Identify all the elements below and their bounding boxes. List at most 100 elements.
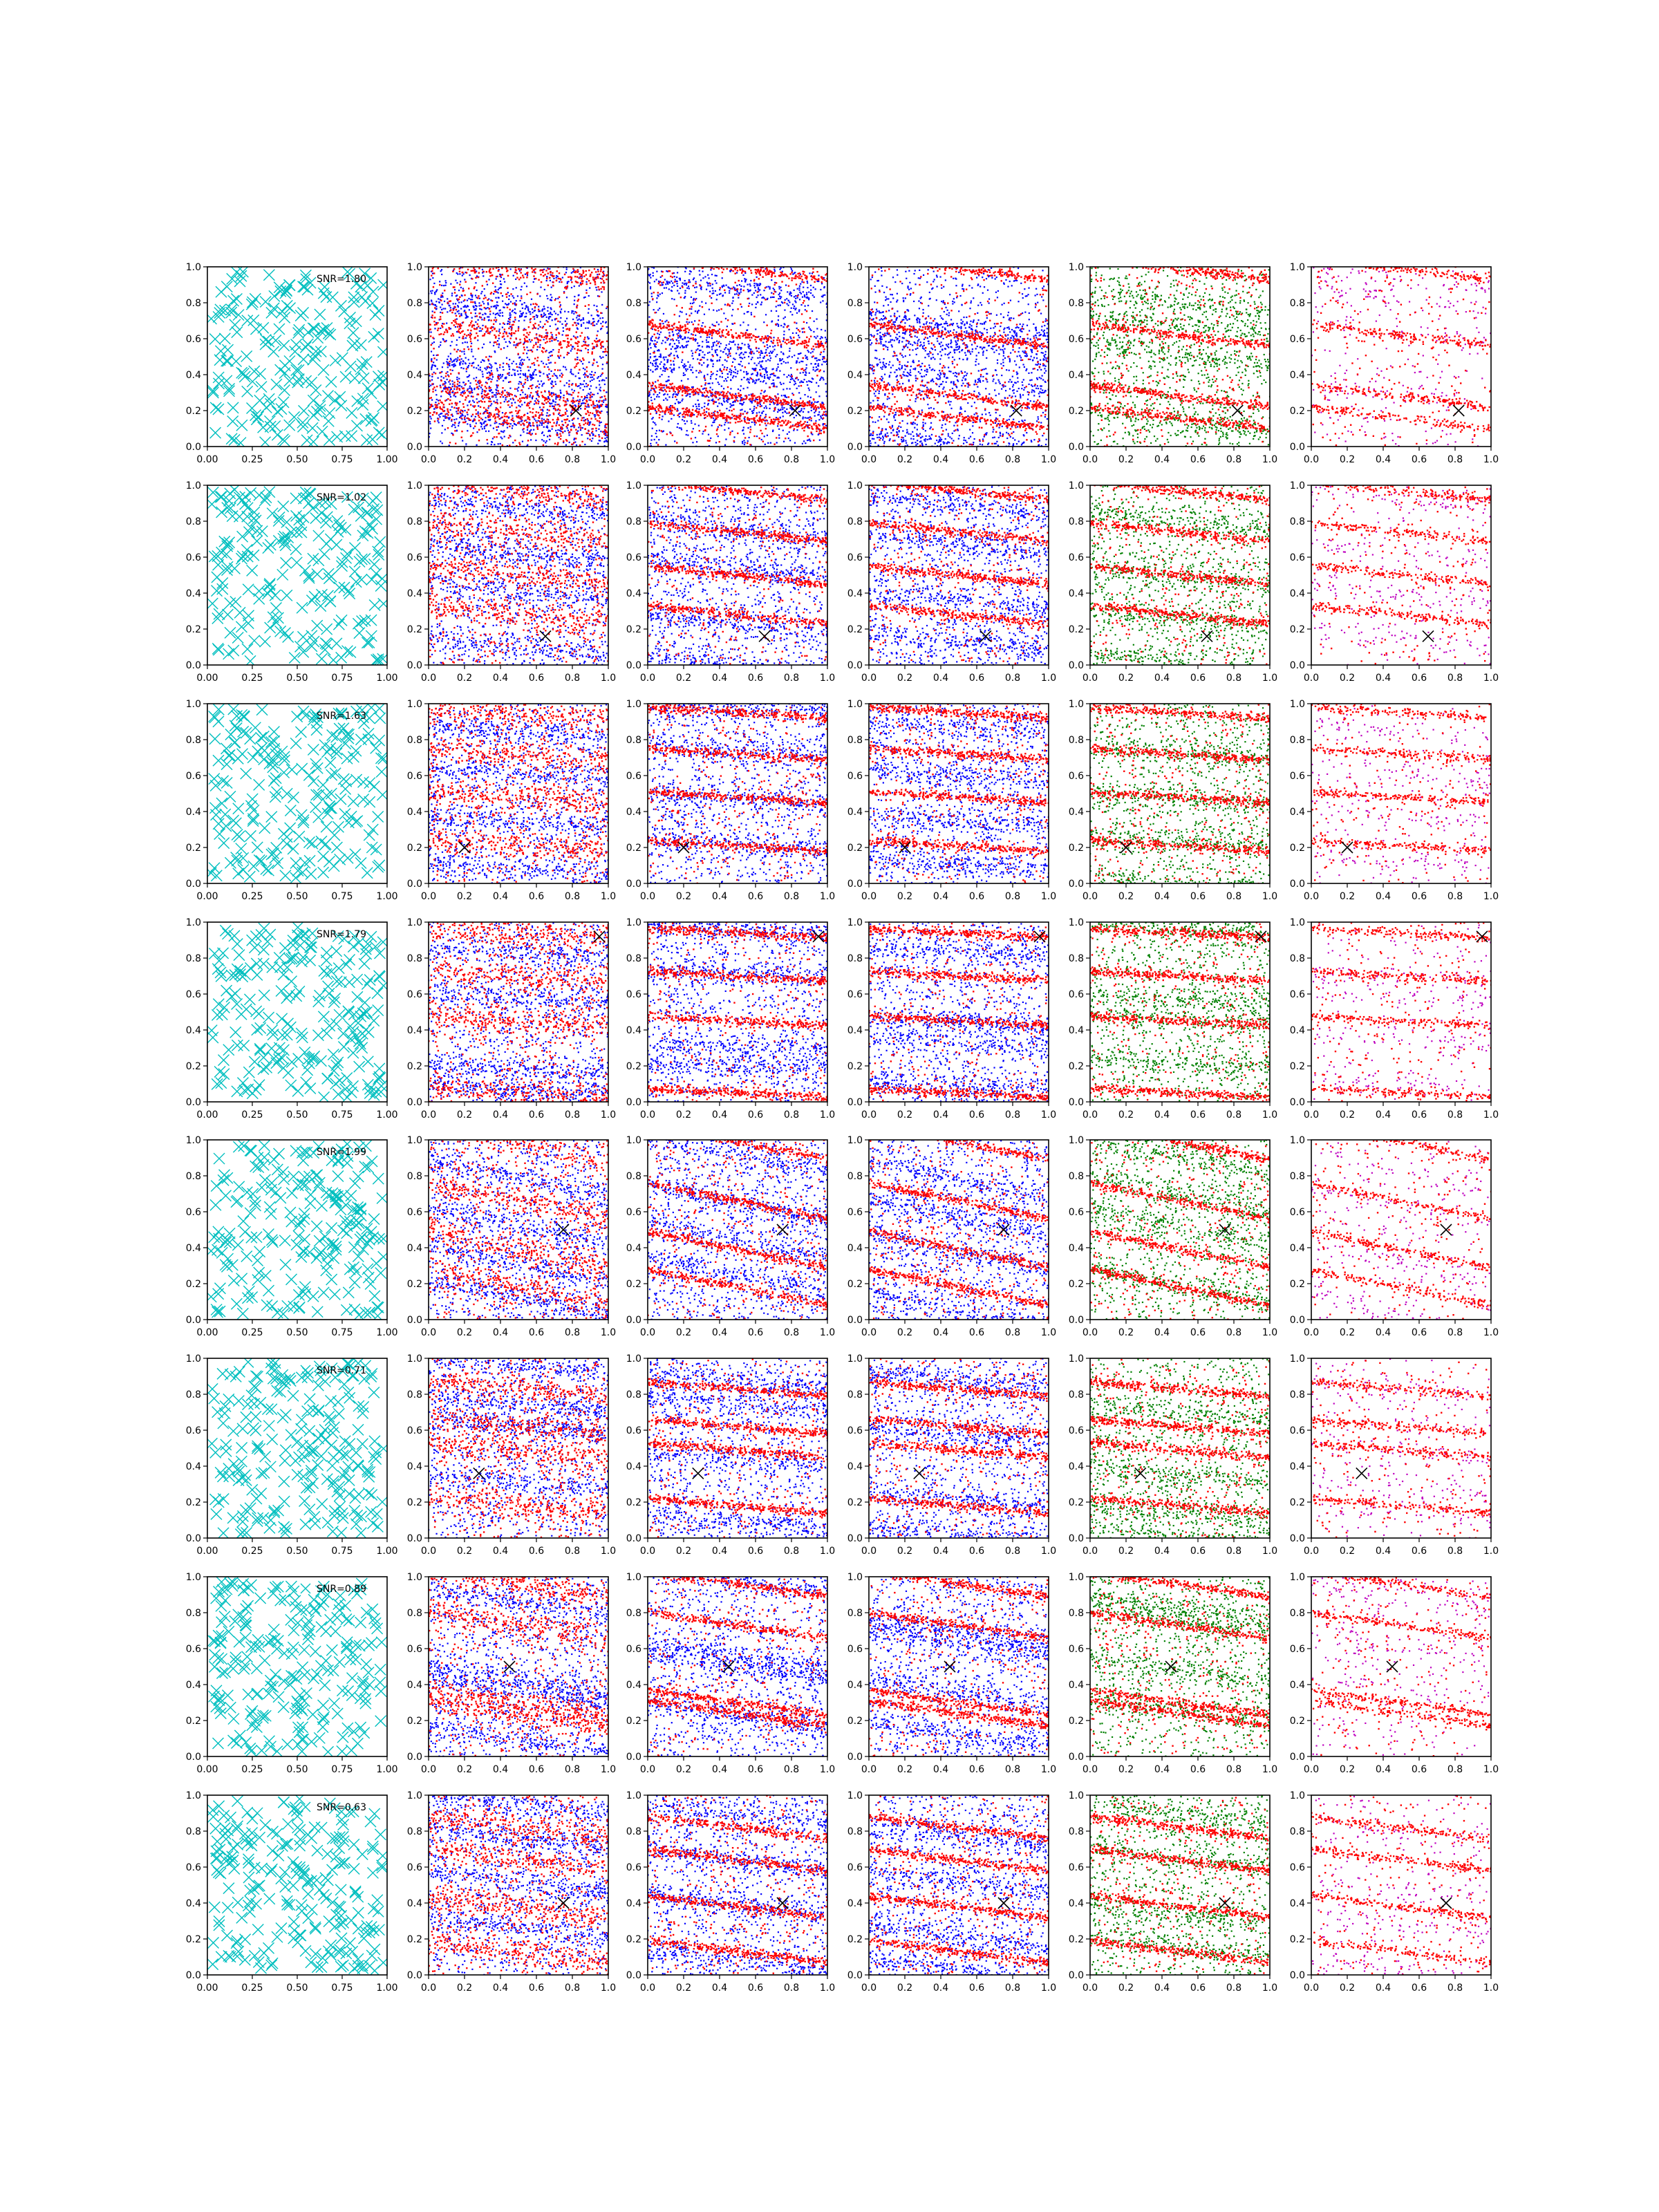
- data-point: [730, 348, 731, 350]
- data-point: [584, 337, 585, 338]
- data-point: [478, 319, 479, 321]
- data-point: [717, 371, 718, 372]
- data-point: [496, 330, 497, 332]
- data-point: [715, 378, 717, 379]
- data-point: [550, 422, 551, 423]
- data-point: [653, 272, 654, 274]
- data-point: [456, 411, 457, 412]
- data-point: [448, 411, 449, 413]
- data-point: [438, 268, 439, 269]
- data-point: [568, 393, 570, 395]
- data-point: [431, 317, 433, 318]
- data-point: [495, 321, 496, 322]
- data-point: [596, 338, 597, 339]
- data-point: [791, 378, 793, 379]
- data-point: [535, 342, 536, 344]
- data-point: [476, 402, 478, 403]
- data-point: [653, 360, 655, 362]
- data-point: [776, 442, 778, 443]
- data-point: [475, 294, 476, 296]
- data-point: [565, 409, 567, 410]
- data-point: [443, 362, 444, 364]
- data-point: [538, 309, 539, 310]
- data-point: [695, 292, 697, 293]
- data-point: [515, 410, 516, 411]
- data-point: [729, 393, 731, 394]
- data-point: [575, 400, 577, 402]
- data-point: [447, 410, 449, 411]
- data-point: [574, 300, 575, 301]
- data-point: [684, 337, 685, 339]
- data-point: [678, 402, 679, 404]
- data-point: [574, 366, 575, 368]
- data-point: [495, 416, 496, 418]
- data-point: [438, 402, 440, 404]
- data-point: [602, 286, 603, 288]
- data-point: [482, 301, 483, 302]
- data-point: [461, 386, 462, 387]
- data-point: [771, 321, 773, 322]
- data-point: [478, 268, 480, 269]
- data-point: [743, 440, 744, 441]
- data-point: [523, 386, 524, 388]
- data-point: [435, 306, 437, 307]
- data-point: [563, 366, 564, 367]
- data-point: [501, 375, 503, 377]
- data-point: [686, 370, 687, 371]
- data-point: [577, 343, 578, 344]
- data-point: [592, 347, 594, 348]
- data-point: [475, 416, 476, 418]
- data-point: [731, 315, 733, 316]
- data-point: [520, 400, 521, 402]
- data-point: [491, 403, 492, 404]
- data-point: [763, 290, 765, 291]
- data-point: [466, 368, 467, 369]
- data-point: [535, 420, 536, 422]
- data-point: [574, 348, 575, 349]
- data-point: [562, 424, 563, 425]
- data-point: [534, 403, 535, 404]
- data-point: [666, 287, 667, 288]
- data-point: [824, 294, 825, 296]
- data-point: [535, 440, 536, 441]
- data-point: [543, 339, 545, 340]
- data-point: [509, 309, 511, 310]
- data-point: [467, 404, 468, 406]
- data-point: [677, 272, 678, 273]
- data-point: [688, 288, 690, 289]
- data-point: [483, 344, 485, 345]
- data-point: [567, 283, 568, 284]
- data-point: [559, 344, 560, 345]
- data-point: [579, 385, 580, 386]
- data-point: [748, 394, 749, 395]
- data-point: [813, 366, 814, 368]
- data-point: [698, 310, 700, 311]
- data-point: [458, 313, 460, 315]
- data-point: [534, 310, 535, 312]
- data-point: [485, 356, 487, 357]
- data-point: [760, 303, 762, 305]
- data-point: [466, 272, 467, 273]
- data-point: [449, 400, 451, 401]
- data-point: [579, 315, 580, 316]
- data-point: [682, 359, 683, 361]
- data-point: [605, 350, 606, 352]
- data-point: [656, 396, 657, 397]
- data-point: [794, 442, 796, 444]
- data-point: [495, 389, 496, 391]
- data-point: [550, 294, 552, 295]
- data-point: [531, 339, 532, 341]
- data-point: [586, 371, 588, 372]
- data-point: [815, 288, 816, 290]
- data-point: [823, 361, 825, 362]
- data-point: [794, 296, 795, 297]
- data-point: [677, 355, 678, 356]
- data-point: [494, 394, 495, 395]
- data-point: [677, 347, 678, 348]
- data-point: [791, 393, 793, 394]
- data-point: [583, 380, 585, 382]
- data-point: [532, 312, 533, 313]
- data-point: [493, 345, 494, 346]
- data-point: [658, 396, 659, 397]
- data-point: [597, 330, 599, 332]
